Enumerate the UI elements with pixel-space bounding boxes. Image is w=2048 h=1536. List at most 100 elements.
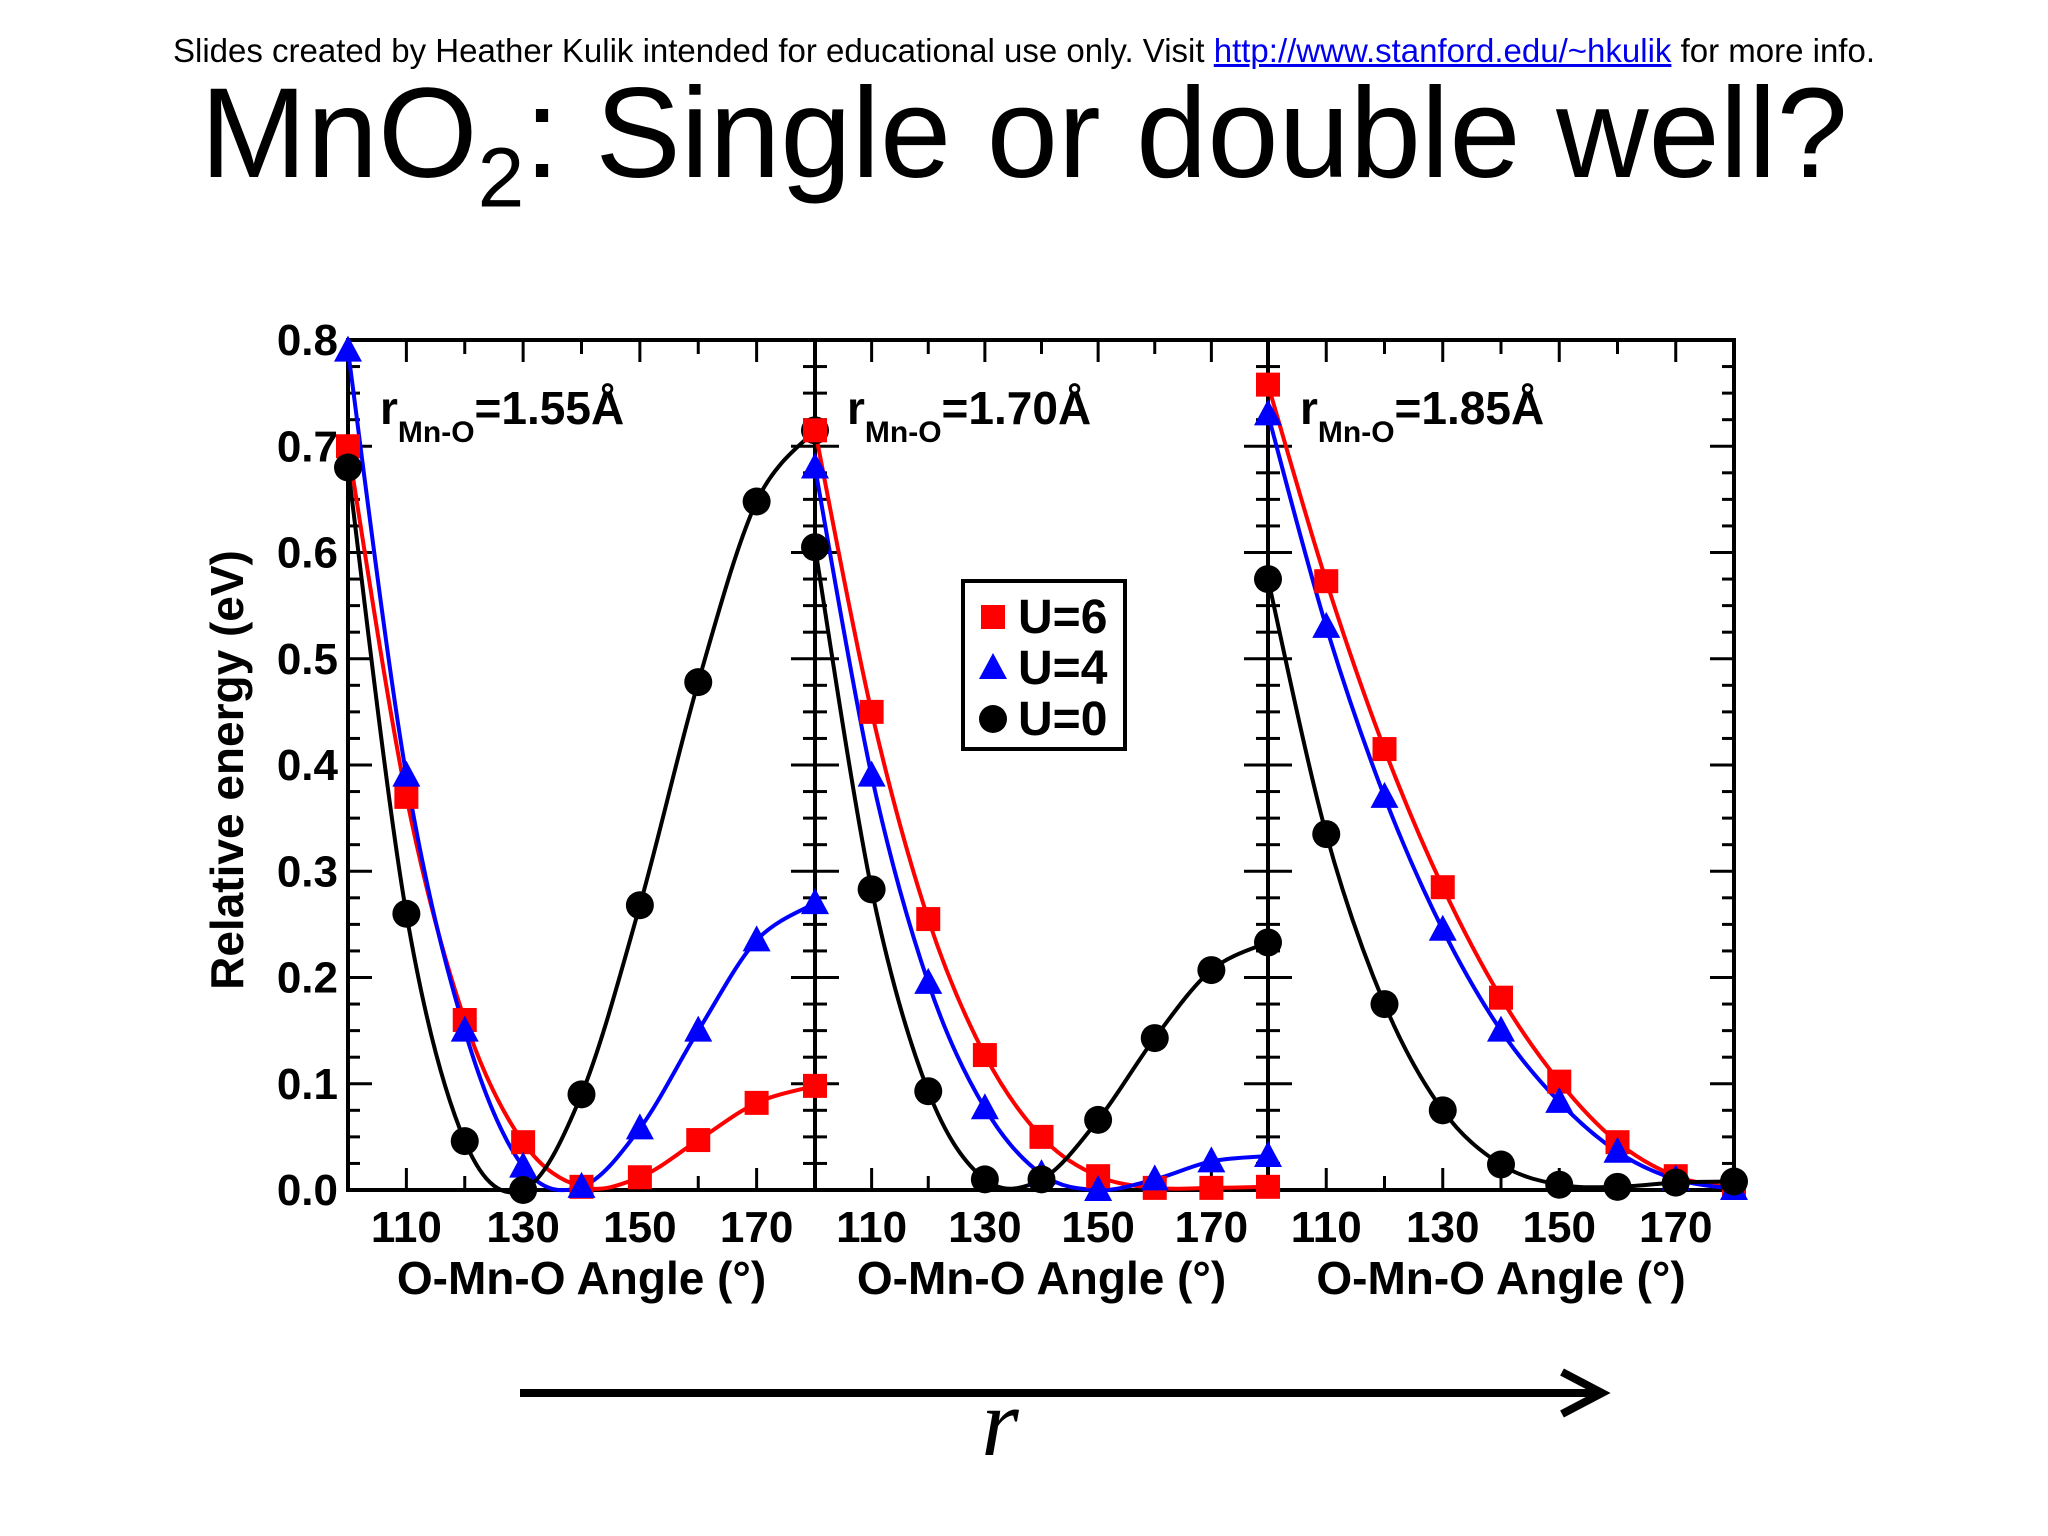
point-U=0 (509, 1176, 538, 1204)
point-U=6 (627, 1165, 652, 1190)
panel-label-r: r (1300, 382, 1318, 434)
point-U=4 (1312, 611, 1341, 638)
point-U=4 (567, 1171, 596, 1198)
point-U=4 (742, 925, 771, 952)
point-U=4 (857, 760, 886, 787)
point-U=6 (803, 1073, 827, 1098)
point-U=4 (1084, 1175, 1113, 1201)
curve-U=0-panel-2 (813, 546, 1269, 1191)
point-U=0 (801, 533, 829, 562)
point-U=0 (1027, 1165, 1056, 1194)
point-U=4 (914, 967, 943, 994)
panel-frame-3 (1266, 338, 1736, 1192)
point-U=6 (686, 1128, 711, 1153)
point-U=4 (1428, 914, 1457, 941)
panel-label-sub: Mn-O (865, 416, 942, 449)
point-U=0 (450, 1127, 479, 1156)
point-U=0 (970, 1165, 999, 1194)
point-U=0 (1084, 1105, 1113, 1134)
curve-U=6-panel-2 (813, 429, 1269, 1191)
point-U=6 (1314, 569, 1339, 594)
point-U=0 (1312, 820, 1341, 849)
y-axis-label: Relative energy (eV) (201, 550, 253, 990)
y-tick-label: 0.1 (277, 1060, 338, 1109)
x-tick-label: 130 (948, 1203, 1021, 1252)
panel-label-value: =1.85Å (1395, 382, 1545, 434)
point-U=4 (1545, 1086, 1574, 1113)
point-U=6 (972, 1043, 997, 1068)
point-U=0 (1661, 1168, 1690, 1197)
y-tick-label: 0.3 (277, 847, 338, 896)
x-tick-label: 150 (1523, 1203, 1596, 1252)
point-U=4 (450, 1015, 479, 1042)
y-tick-label: 0.7 (277, 422, 338, 471)
point-U=4 (509, 1151, 538, 1178)
y-tick-label: 0.4 (277, 741, 339, 790)
series-markers (334, 335, 1748, 1204)
point-U=4 (1254, 399, 1282, 426)
point-U=0 (742, 487, 771, 516)
title-question: : Single or double well? (524, 62, 1848, 205)
kulik-site-link[interactable]: http://www.stanford.edu/~hkulik (1213, 32, 1672, 69)
x-axis-label: O-Mn-O Angle (°) (397, 1252, 766, 1304)
panel-label-3: rMn-O=1.85Å (1300, 382, 1544, 449)
point-U=6 (859, 699, 884, 724)
point-U=0 (857, 875, 886, 904)
point-U=4 (625, 1113, 654, 1140)
legend-label-U=0: U=0 (1018, 693, 1107, 746)
point-U=4 (1140, 1164, 1169, 1191)
point-U=4 (970, 1093, 999, 1120)
panel-label-sub: Mn-O (398, 416, 475, 449)
r-arrow (520, 1368, 1611, 1418)
point-U=6 (511, 1130, 536, 1155)
series-curves (346, 350, 1735, 1195)
panel-label-r: r (847, 382, 865, 434)
panel-label-2: rMn-O=1.70Å (847, 382, 1091, 449)
y-tick-label: 0.5 (277, 635, 338, 684)
point-U=6 (1430, 875, 1455, 900)
point-U=0 (1545, 1170, 1574, 1199)
point-U=6 (1256, 1174, 1280, 1199)
legend-marker-U=0 (979, 705, 1007, 733)
x-tick-label: 170 (1639, 1203, 1712, 1252)
panel-label-r: r (380, 382, 398, 434)
header-note: Slides created by Heather Kulik intended… (0, 32, 2048, 70)
x-tick-label: 130 (486, 1203, 559, 1252)
point-U=0 (1254, 928, 1282, 957)
curve-U=4-panel-1 (346, 350, 817, 1193)
x-tick-label: 170 (720, 1203, 793, 1252)
point-U=6 (1489, 985, 1513, 1010)
title-subscript: 2 (477, 130, 525, 225)
legend-label-U=4: U=4 (1018, 642, 1108, 695)
point-U=0 (684, 668, 713, 697)
point-U=6 (744, 1090, 769, 1115)
panel-frame-1 (346, 338, 817, 1192)
x-axis-label: O-Mn-O Angle (°) (1316, 1252, 1685, 1304)
point-U=0 (1254, 565, 1282, 594)
point-U=4 (684, 1015, 713, 1042)
point-U=0 (625, 891, 654, 920)
header-note-suffix: for more info. (1671, 32, 1875, 69)
point-U=0 (334, 453, 362, 482)
point-U=4 (392, 760, 421, 787)
point-U=0 (1140, 1024, 1169, 1053)
point-U=0 (1720, 1167, 1748, 1196)
title-formula: MnO (200, 62, 478, 205)
slide-title: MnO2: Single or double well? (0, 60, 2048, 219)
y-tick-label: 0.0 (277, 1166, 338, 1215)
point-U=4 (1254, 1141, 1282, 1167)
header-note-prefix: Slides created by Heather Kulik intended… (173, 32, 1214, 69)
y-tick-label: 0.8 (277, 316, 338, 365)
point-U=4 (1197, 1146, 1226, 1173)
chart-legend: U=6U=4U=0 (961, 579, 1127, 751)
panel-label-value: =1.55Å (475, 382, 625, 434)
x-axis-label: O-Mn-O Angle (°) (857, 1252, 1226, 1304)
point-U=4 (1370, 781, 1399, 808)
point-U=0 (1487, 1150, 1515, 1179)
arrow-label-r: r (981, 1369, 1019, 1476)
point-U=6 (1199, 1175, 1224, 1200)
curve-U=4-panel-2 (813, 467, 1269, 1193)
x-tick-label: 170 (1175, 1203, 1248, 1252)
